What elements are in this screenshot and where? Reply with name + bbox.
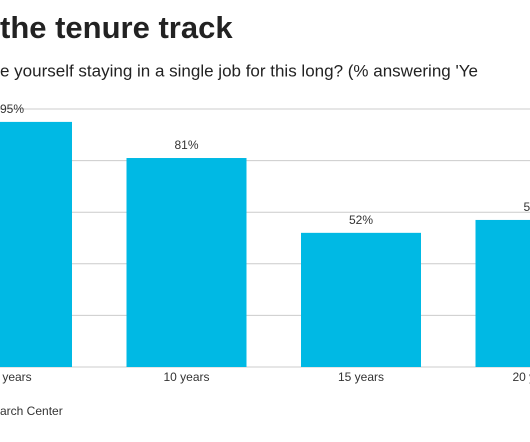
chart-title: the tenure track — [0, 10, 233, 45]
value-label: 95% — [0, 102, 24, 116]
value-label: 57% — [523, 200, 530, 214]
chart-subtitle: e yourself staying in a single job for t… — [0, 61, 478, 80]
bar — [126, 158, 247, 367]
x-tick-label: 15 years — [338, 370, 384, 384]
bar — [475, 219, 530, 367]
source: arch Center — [0, 404, 63, 418]
value-label: 81% — [174, 138, 198, 152]
x-tick-label: 20 years — [512, 370, 530, 384]
x-tick-label: 5 years — [0, 370, 32, 384]
bar — [301, 232, 421, 367]
x-tick-label: 10 years — [163, 370, 209, 384]
bar — [0, 121, 72, 368]
value-label: 52% — [349, 213, 373, 227]
